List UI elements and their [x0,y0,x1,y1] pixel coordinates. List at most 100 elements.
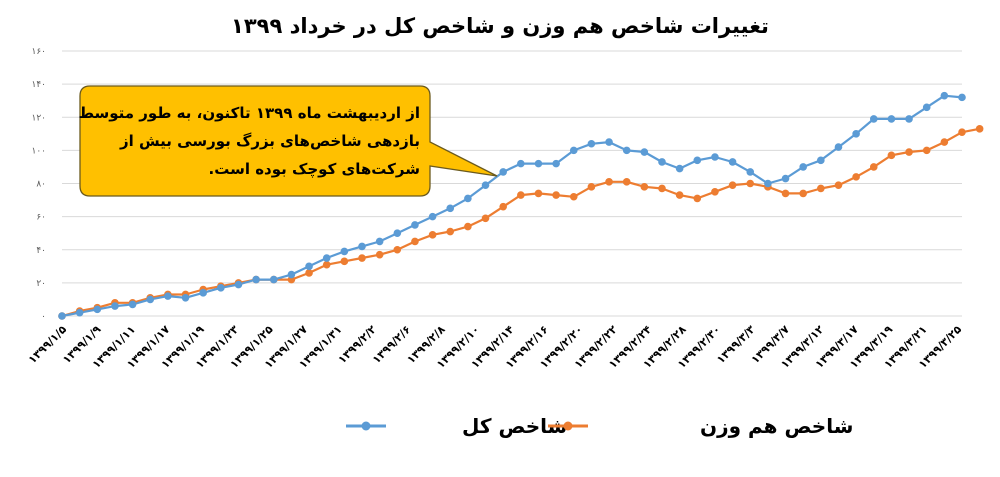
data-point [587,183,596,191]
callout-bubble [79,85,498,197]
data-point [658,184,666,193]
data-point [693,194,702,203]
data-point [305,269,313,277]
data-point [764,179,772,188]
data-point [287,270,296,279]
data-point [481,181,490,189]
data-point [799,163,807,171]
data-point [728,181,737,189]
data-point [569,146,578,155]
data-point [499,202,507,211]
data-point [234,280,243,289]
data-point [746,179,755,188]
data-point [340,257,349,266]
data-point [552,159,560,168]
data-point [358,242,366,251]
data-point [164,292,172,300]
legend-item-total-index: شاخص کل [346,414,567,438]
data-point [181,293,190,302]
data-point [393,229,402,237]
data-point [675,164,684,173]
callout-text-line-2: بازدهی شاخص‌های بزرگ بورسی بیش از [119,132,420,150]
y-tick-label: ۲۰ [36,279,46,289]
data-point [269,275,278,284]
data-point [605,138,613,146]
y-tick-label: ۶۰ [36,213,46,223]
data-point [217,284,225,292]
data-point [922,103,931,112]
data-point [111,302,119,310]
data-point [711,187,719,196]
callout-text-line-3: شرکت‌های کوچک بوده است. [209,160,421,179]
legend-swatch-marker [563,421,573,431]
callout-text-line-1: از اردیبهشت ماه ۱۳۹۹ تاکنون، به طور متوس… [78,104,420,122]
data-point [146,295,155,304]
annotation-callout: از اردیبهشت ماه ۱۳۹۹ تاکنون، به طور متوس… [78,85,498,197]
data-point [958,128,966,136]
data-point [446,204,455,213]
data-point [411,221,419,229]
data-point [640,183,649,191]
legend-label-equal-weight-index: شاخص هم وزن [700,414,853,438]
data-point [605,178,613,186]
data-point [75,308,84,317]
data-point [658,158,666,166]
y-tick-label: ۱۶۰ [31,47,46,57]
legend-swatch-marker [361,421,371,431]
data-point [411,237,419,246]
data-point [781,174,790,183]
data-point [887,115,896,123]
data-point [534,189,543,198]
x-axis-ticks: ۱۳۹۹/۱/۵۱۳۹۹/۱/۹۱۳۹۹/۱/۱۱۱۳۹۹/۱/۱۷۱۳۹۹/۱… [26,323,965,371]
data-point [358,254,366,262]
data-point [852,173,860,181]
data-point [958,93,966,102]
data-point [322,260,331,269]
data-point [375,237,384,246]
legend: شاخص کل شاخص هم وزن [346,414,853,438]
data-point [905,115,913,123]
y-tick-label: ۱۴۰ [31,80,46,90]
chart-title: تغییرات شاخص هم وزن و شاخص کل در خرداد ۱… [231,14,769,38]
data-point [128,300,137,309]
data-point [428,231,437,239]
data-point [711,153,719,161]
series-markers [58,91,984,320]
data-point [499,168,507,176]
y-tick-label: ۱۲۰ [31,113,46,123]
data-point [746,168,755,176]
data-point [693,156,702,165]
data-point [817,184,825,193]
data-point [781,189,790,198]
data-point [375,250,384,259]
data-point [905,148,913,156]
data-point [393,245,402,254]
data-point [58,312,66,320]
data-point [340,247,349,256]
data-point [322,254,331,262]
data-point [622,146,631,155]
data-point [199,289,207,297]
data-point [481,214,490,223]
data-point [305,262,313,271]
data-point [817,156,825,165]
y-tick-label: ۴۰ [36,246,46,256]
data-point [869,163,878,171]
data-point [940,91,949,100]
data-point [587,139,596,148]
data-point [517,191,525,199]
data-point [428,212,437,221]
data-point [675,191,684,199]
data-point [940,138,949,146]
data-point [446,227,455,236]
data-point [534,159,543,168]
y-tick-label: ۰ [41,312,46,322]
data-point [517,159,525,168]
y-tick-label: ۸۰ [36,180,46,190]
data-point [622,178,631,186]
legend-item-equal-weight-index: شاخص هم وزن [548,414,853,438]
data-point [252,275,260,284]
data-point [852,130,860,138]
data-point [552,191,560,199]
